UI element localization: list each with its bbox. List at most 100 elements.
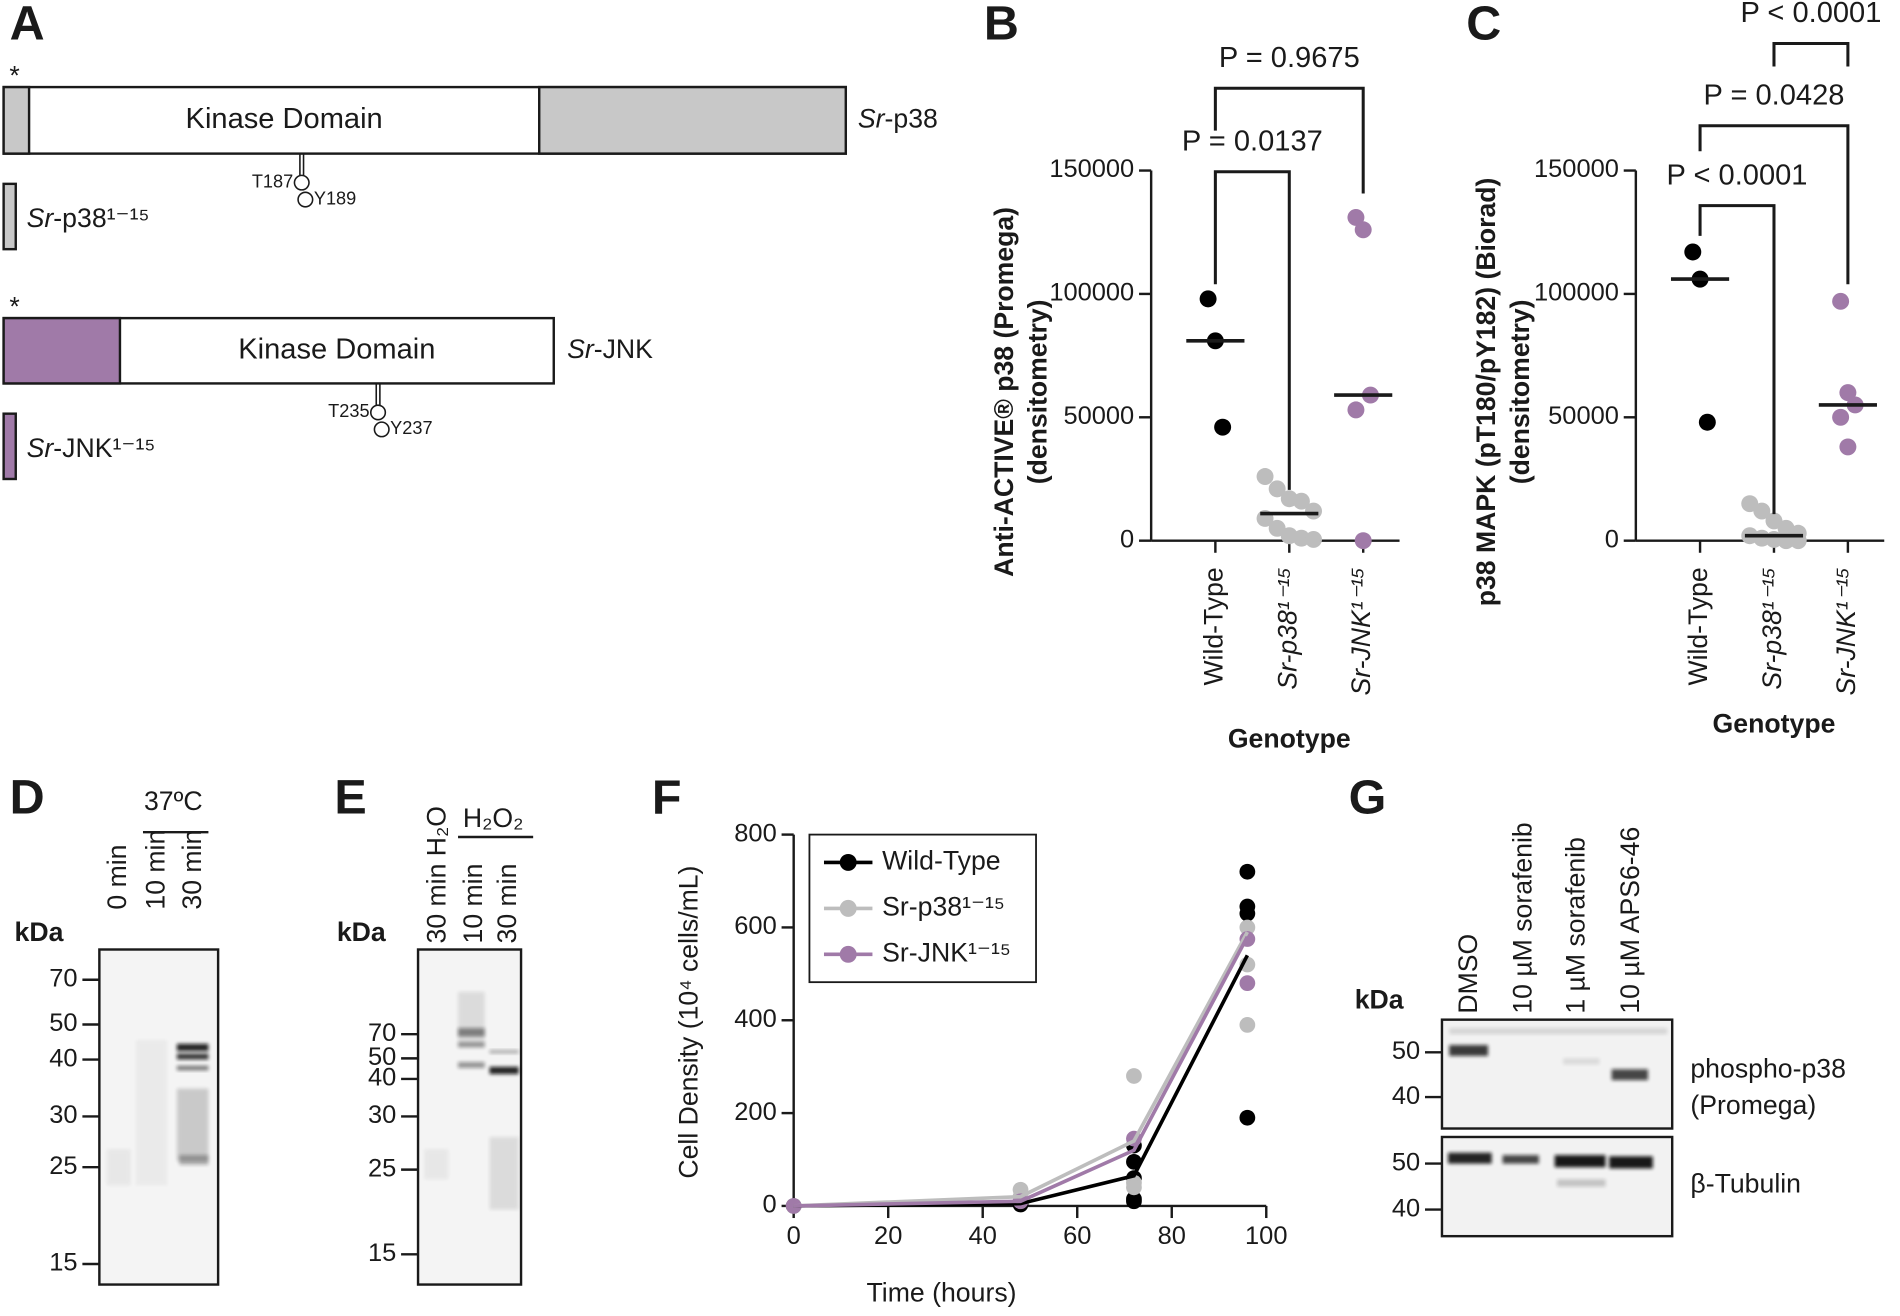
fragment-bar xyxy=(2,182,17,251)
kda-label: kDa xyxy=(1355,985,1404,1015)
y-tick-label: 600 xyxy=(734,912,776,940)
data-point xyxy=(1839,438,1857,456)
gel-band xyxy=(1448,1152,1492,1164)
significance-bracket xyxy=(1213,170,1291,490)
legend-label: Sr-JNK¹⁻¹⁵ xyxy=(882,937,1011,967)
lane-group-label: 37ºC xyxy=(144,786,203,816)
marker-label: 70 xyxy=(368,1019,396,1047)
site-label: T235 xyxy=(328,401,369,421)
site-label: T187 xyxy=(252,171,293,191)
gel-band xyxy=(489,1136,519,1210)
y-axis-label: Anti-ACTIVE® p38 (Promega) xyxy=(989,207,1019,577)
site-circle xyxy=(373,421,390,438)
site-circle xyxy=(370,404,387,421)
gel-band xyxy=(458,1028,485,1037)
y-tick-label: 150000 xyxy=(1534,155,1619,183)
panel-letter: F xyxy=(652,771,682,825)
x-axis-label: Genotype xyxy=(1713,709,1836,739)
kda-label: kDa xyxy=(15,917,64,947)
lane-label: 0 min xyxy=(102,845,132,910)
gel-band xyxy=(176,1088,209,1162)
y-tick-label: 50000 xyxy=(1063,402,1134,430)
fragment-name-italic: Sr xyxy=(27,433,55,463)
protein-name-rest: -p38 xyxy=(885,103,938,133)
gel-band xyxy=(176,1065,209,1071)
lane-label: DMSO xyxy=(1453,934,1483,1014)
data-point xyxy=(1214,418,1232,436)
protein-segment xyxy=(538,85,848,155)
y-tick-label: 200 xyxy=(734,1098,776,1126)
gel-band xyxy=(179,1155,209,1165)
replicate-point xyxy=(1239,975,1256,991)
gel-band xyxy=(176,1053,209,1060)
replicate-point xyxy=(1239,863,1256,880)
lane-label: 30 min xyxy=(492,864,522,944)
data-point xyxy=(1305,530,1323,548)
lane-label: 30 min xyxy=(177,830,207,910)
protein-name-italic: Sr xyxy=(858,103,886,133)
lane-label: 10 min xyxy=(458,864,488,944)
x-tick-label: Sr-p38¹⁻¹⁵ xyxy=(1757,567,1787,689)
lane-label: 1 µM sorafenib xyxy=(1561,837,1591,1013)
protein-name-rest: -JNK xyxy=(594,334,653,364)
gel-band xyxy=(1611,1069,1648,1081)
data-point xyxy=(1765,512,1783,530)
marker-label: 70 xyxy=(49,964,77,992)
replicate-point xyxy=(1126,1179,1142,1196)
gel-band xyxy=(489,1049,519,1054)
y-axis-label: (densitometry) xyxy=(1505,300,1535,485)
data-point xyxy=(1354,532,1372,550)
data-point xyxy=(1684,243,1702,261)
y-tick-label: 0 xyxy=(763,1191,777,1219)
series-line xyxy=(793,954,1249,1208)
y-axis-label: p38 MAPK (pT180/pY182) (Biorad) xyxy=(1471,178,1501,607)
x-axis-label: Time (hours) xyxy=(866,1277,1016,1307)
fragment-bar xyxy=(2,412,17,481)
data-point xyxy=(1698,413,1716,431)
x-tick-label: Sr-JNK¹⁻¹⁵ xyxy=(1346,567,1376,695)
x-tick-label: 60 xyxy=(1063,1222,1091,1250)
data-point xyxy=(1347,208,1365,226)
marker-label: 50 xyxy=(1392,1148,1420,1176)
gel-band xyxy=(1502,1155,1539,1164)
marker-label: 50 xyxy=(49,1009,77,1037)
gel-band xyxy=(1449,1045,1489,1056)
fragment-name-rest: -JNK¹⁻¹⁵ xyxy=(53,433,155,463)
replicate-point xyxy=(1126,1193,1142,1210)
lane-label: 10 µM APS6-46 xyxy=(1615,827,1645,1014)
lane-label: 10 min xyxy=(141,830,171,910)
data-point xyxy=(1199,290,1217,308)
data-point xyxy=(1347,401,1365,419)
p-value: P = 0.0137 xyxy=(1182,125,1323,157)
domain-label: Kinase Domain xyxy=(186,103,383,135)
data-point xyxy=(1832,292,1850,310)
data-point xyxy=(1268,519,1286,537)
p-value: P < 0.0001 xyxy=(1740,0,1881,29)
data-point xyxy=(1832,408,1850,426)
x-tick-label: 0 xyxy=(787,1222,801,1250)
protein-name-italic: Sr xyxy=(567,334,595,364)
panel-letter: D xyxy=(10,771,45,825)
x-tick-label: Wild-Type xyxy=(1198,567,1228,685)
marker-label: 25 xyxy=(49,1152,77,1180)
x-tick-label: 20 xyxy=(874,1222,902,1250)
gel-band xyxy=(106,1149,131,1186)
marker-label: 50 xyxy=(368,1043,396,1071)
fragment-name-italic: Sr xyxy=(27,203,55,233)
blot-label: phospho-p38 xyxy=(1690,1054,1846,1084)
gel-band xyxy=(458,1061,485,1069)
blot-label: (Promega) xyxy=(1690,1090,1816,1120)
x-tick-label: 40 xyxy=(969,1222,997,1250)
x-tick-label: Sr-p38¹⁻¹⁵ xyxy=(1272,567,1302,689)
marker-label: 50 xyxy=(1392,1037,1420,1065)
blot-image xyxy=(1440,1018,1674,1130)
marker-label: 30 xyxy=(368,1101,396,1129)
gel-band xyxy=(1554,1155,1606,1168)
data-point xyxy=(1839,384,1857,402)
site-circle xyxy=(293,174,310,191)
protein-name: Sr-p38 xyxy=(858,103,938,133)
legend-marker xyxy=(839,899,857,917)
replicate-point xyxy=(1239,1017,1256,1033)
p-value: P = 0.9675 xyxy=(1219,42,1360,74)
